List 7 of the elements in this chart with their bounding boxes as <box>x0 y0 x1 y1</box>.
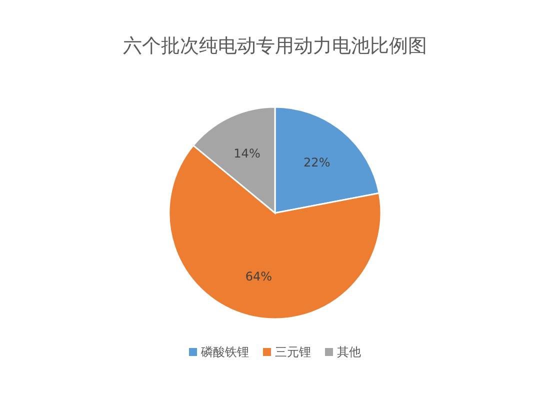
data-label: 64% <box>245 270 272 284</box>
data-label: 14% <box>234 146 260 161</box>
legend-label: 其他 <box>337 345 361 359</box>
legend-label: 磷酸铁锂 <box>200 345 249 359</box>
chart-title: 六个批次纯电动专用动力电池比例图 <box>123 35 427 57</box>
legend-label: 三元锂 <box>275 345 311 359</box>
data-label: 22% <box>304 155 330 170</box>
